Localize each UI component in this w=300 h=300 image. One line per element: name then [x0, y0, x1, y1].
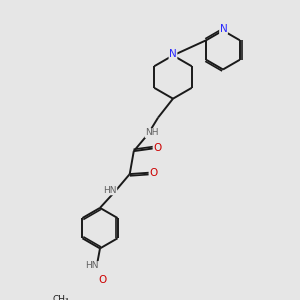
Text: CH₃: CH₃ [53, 295, 69, 300]
Text: O: O [99, 275, 107, 285]
Text: N: N [220, 24, 227, 34]
Text: NH: NH [145, 128, 159, 137]
Text: N: N [169, 49, 177, 59]
Text: O: O [149, 168, 158, 178]
Text: HN: HN [85, 262, 99, 271]
Text: HN: HN [103, 186, 117, 195]
Text: O: O [153, 143, 161, 153]
